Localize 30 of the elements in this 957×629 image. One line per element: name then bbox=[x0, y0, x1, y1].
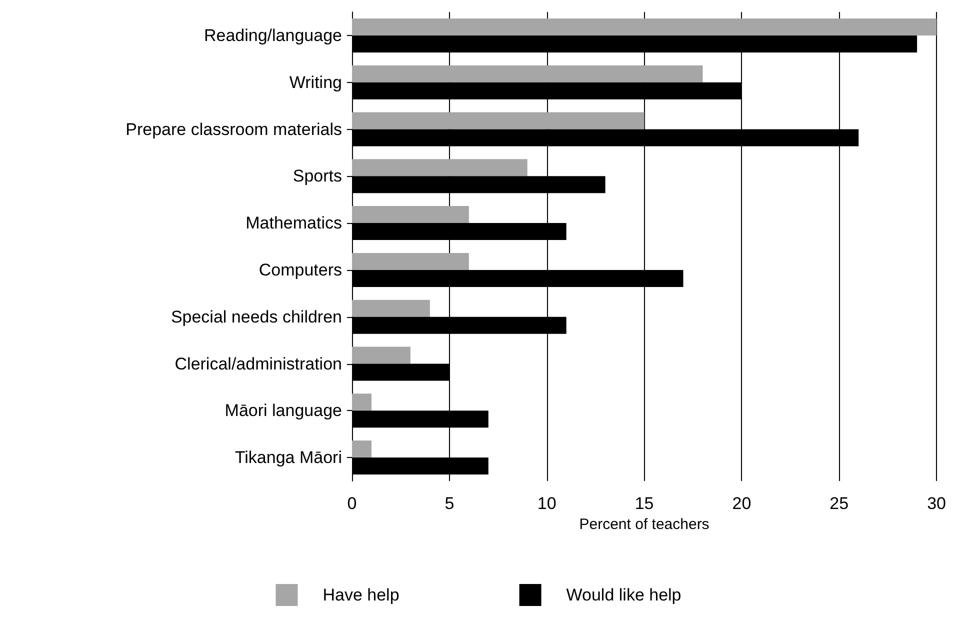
bar bbox=[352, 18, 937, 36]
y-tick-label: Special needs children bbox=[170, 307, 342, 326]
x-tick-label: 5 bbox=[444, 494, 454, 513]
bar bbox=[352, 112, 644, 130]
x-tick-label: 0 bbox=[347, 494, 357, 513]
x-tick-label: 20 bbox=[732, 494, 752, 513]
y-tick-label: Mathematics bbox=[246, 214, 342, 233]
bar bbox=[352, 300, 430, 317]
x-tick-label: 15 bbox=[634, 494, 654, 513]
y-tick-label: Reading/language bbox=[204, 26, 342, 45]
bar bbox=[352, 65, 703, 82]
bar bbox=[352, 440, 372, 458]
legend-label: Have help bbox=[322, 586, 400, 604]
y-tick-label: Clerical/administration bbox=[174, 354, 342, 374]
bar bbox=[352, 206, 469, 224]
y-tick-label: Tikanga Māori bbox=[234, 448, 342, 468]
y-tick-label: Sports bbox=[292, 166, 342, 186]
x-tick-label: 10 bbox=[537, 494, 556, 513]
bar bbox=[352, 394, 372, 411]
y-tick-label: Māori language bbox=[224, 401, 342, 420]
bar bbox=[352, 252, 469, 270]
bar bbox=[352, 346, 410, 364]
x-axis-title: Percent of teachers bbox=[579, 516, 710, 533]
y-tick-label: Prepare classroom materials bbox=[126, 120, 342, 139]
y-tick-label: Writing bbox=[289, 72, 342, 92]
x-tick-label: 30 bbox=[927, 494, 946, 513]
x-tick-label: 25 bbox=[830, 494, 849, 513]
legend-label: Would like help bbox=[566, 586, 682, 604]
y-tick-label: Computers bbox=[258, 260, 342, 280]
bar bbox=[352, 159, 528, 176]
